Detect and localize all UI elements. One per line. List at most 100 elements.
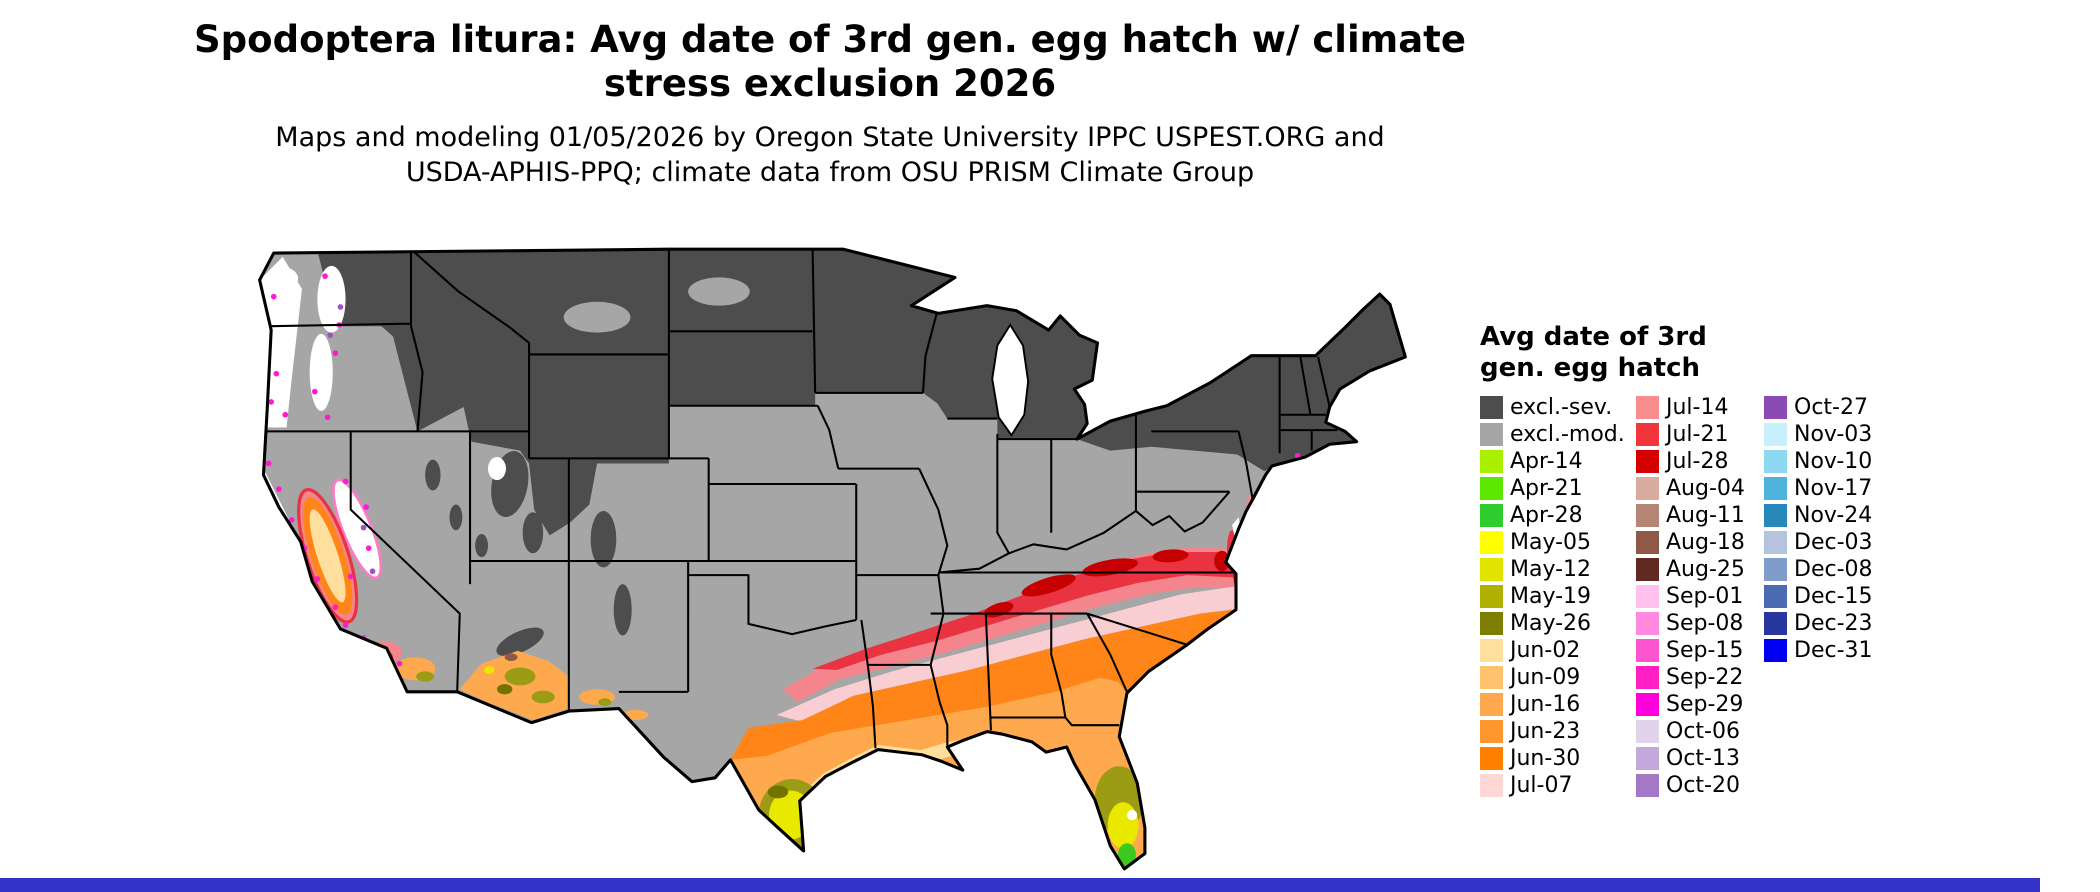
legend-swatch	[1764, 584, 1787, 608]
legend-row: Apr-14	[1480, 448, 1636, 474]
legend-title-line2: gen. egg hatch	[1480, 353, 1700, 383]
legend-label: Jun-09	[1510, 664, 1581, 690]
region-jun16-band	[730, 677, 1145, 869]
legend-row: Jun-16	[1480, 691, 1636, 717]
legend-row: Sep-15	[1636, 637, 1764, 663]
legend-row: Jul-21	[1636, 421, 1764, 447]
legend-label: May-05	[1510, 529, 1592, 555]
legend-row: May-05	[1480, 529, 1636, 555]
legend-row: excl.-sev.	[1480, 394, 1636, 420]
legend-swatch	[1636, 557, 1659, 581]
legend-row: Apr-28	[1480, 502, 1636, 528]
legend-label: Jul-28	[1666, 448, 1729, 474]
us-outline	[258, 247, 1407, 871]
legend-label: Nov-17	[1794, 475, 1873, 501]
bottom-bar	[0, 878, 2040, 892]
legend-label: Apr-21	[1510, 475, 1583, 501]
state-borders	[259, 249, 1338, 749]
region-florida-yellow	[1107, 802, 1139, 849]
legend-label: Jun-23	[1510, 718, 1581, 744]
legend-row: Oct-27	[1764, 394, 1892, 420]
legend-swatch	[1480, 692, 1503, 716]
legend-row: Dec-03	[1764, 529, 1892, 555]
legend-swatch	[1480, 557, 1503, 581]
legend-swatch	[1480, 422, 1503, 446]
legend-row: Nov-03	[1764, 421, 1892, 447]
legend-label: Oct-13	[1666, 745, 1740, 771]
legend-row: Jun-09	[1480, 664, 1636, 690]
legend-row: Dec-31	[1764, 637, 1892, 663]
legend-label: excl.-sev.	[1510, 394, 1613, 420]
legend-row: Sep-29	[1636, 691, 1764, 717]
legend-swatch	[1636, 638, 1659, 662]
legend-columns: excl.-sev. excl.-mod. Apr-14 Apr-21 Apr-28 Ma…	[1480, 394, 2040, 799]
legend-row: Nov-17	[1764, 475, 1892, 501]
legend-swatch	[1480, 395, 1503, 419]
legend-swatch	[1636, 692, 1659, 716]
legend-swatch	[1636, 746, 1659, 770]
legend-row: Dec-08	[1764, 556, 1892, 582]
region-jul07-band	[776, 586, 1243, 722]
legend-row: Sep-22	[1636, 664, 1764, 690]
page-subtitle-line2: USDA-APHIS-PPQ; climate data from OSU PR…	[405, 157, 1255, 188]
legend-label: Dec-23	[1794, 610, 1873, 636]
legend-row: Apr-21	[1480, 475, 1636, 501]
legend-row: May-12	[1480, 556, 1636, 582]
legend-swatch	[1480, 449, 1503, 473]
legend-swatch	[1764, 422, 1787, 446]
region-dark-mountain-patches	[425, 364, 700, 657]
legend-row: Oct-13	[1636, 745, 1764, 771]
legend-row: Jun-02	[1480, 637, 1636, 663]
legend-swatch	[1480, 638, 1503, 662]
legend-label: excl.-mod.	[1510, 421, 1625, 447]
legend-label: Aug-18	[1666, 529, 1745, 555]
legend-column-2: Jul-14 Jul-21 Jul-28 Aug-04 Aug-11 Aug-18 Aug-…	[1636, 394, 1764, 799]
legend-label: Dec-03	[1794, 529, 1873, 555]
region-outer-banks-salmon	[1260, 575, 1289, 624]
legend-label: May-26	[1510, 610, 1592, 636]
legend-swatch	[1764, 557, 1787, 581]
region-stx-darkolive2	[802, 832, 818, 844]
lake-michigan	[991, 323, 1030, 437]
region-az-olive1	[504, 667, 536, 686]
legend-row: Jul-07	[1480, 772, 1636, 798]
legend-row: Jul-28	[1636, 448, 1764, 474]
legend-swatch	[1480, 746, 1503, 770]
lake-okeechobee	[1126, 809, 1138, 821]
legend-label: Jul-07	[1510, 772, 1573, 798]
legend-swatch	[1764, 530, 1787, 554]
legend-row: Jul-14	[1636, 394, 1764, 420]
legend-column-1: excl.-sev. excl.-mod. Apr-14 Apr-21 Apr-28 Ma…	[1480, 394, 1636, 799]
legend-row: Oct-20	[1636, 772, 1764, 798]
legend-row: May-26	[1480, 610, 1636, 636]
region-moderate-patches	[563, 277, 750, 333]
legend-swatch	[1480, 611, 1503, 635]
legend-row: excl.-mod.	[1480, 421, 1636, 447]
region-az-brown	[504, 653, 518, 662]
legend-label: Oct-27	[1794, 394, 1868, 420]
legend-swatch	[1764, 611, 1787, 635]
legend-swatch	[1480, 719, 1503, 743]
legend-label: Sep-15	[1666, 637, 1744, 663]
legend-label: Jul-21	[1666, 421, 1729, 447]
region-stx-darkolive1	[767, 785, 789, 799]
legend-row: Oct-06	[1636, 718, 1764, 744]
legend-label: Dec-31	[1794, 637, 1873, 663]
region-ca-valley-core	[309, 509, 346, 603]
legend-label: Aug-25	[1666, 556, 1745, 582]
legend-label: Apr-28	[1510, 502, 1583, 528]
legend-label: Sep-01	[1666, 583, 1744, 609]
legend-label: Jul-14	[1666, 394, 1729, 420]
legend-label: Jun-16	[1510, 691, 1581, 717]
region-az-olive2	[531, 690, 555, 704]
page-title: Spodoptera litura: Avg date of 3rd gen. …	[80, 18, 1580, 106]
legend-swatch	[1480, 476, 1503, 500]
legend-row: Nov-24	[1764, 502, 1892, 528]
legend-label: May-12	[1510, 556, 1592, 582]
legend-swatch	[1480, 530, 1503, 554]
legend-swatch	[1636, 611, 1659, 635]
legend-label: Dec-08	[1794, 556, 1873, 582]
legend-row: Sep-01	[1636, 583, 1764, 609]
page-subtitle: Maps and modeling 01/05/2026 by Oregon S…	[80, 120, 1580, 190]
legend-swatch	[1480, 584, 1503, 608]
